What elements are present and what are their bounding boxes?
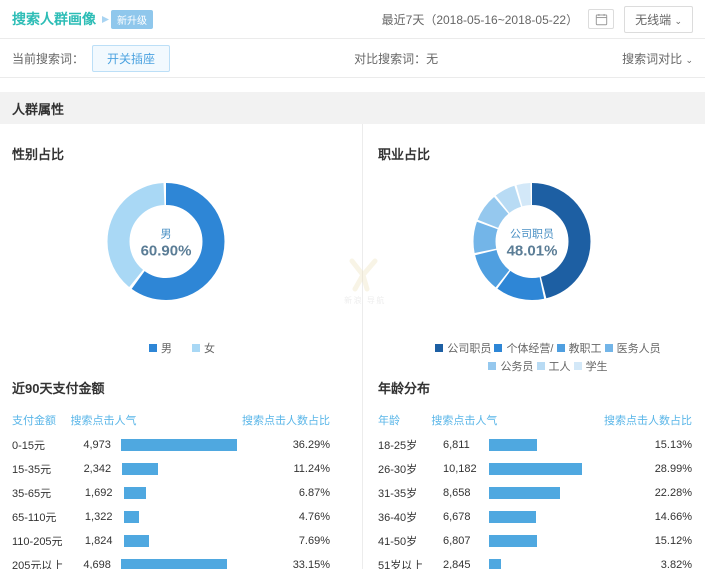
svg-text:公司职员: 公司职员 — [510, 228, 554, 241]
svg-text:男: 男 — [161, 229, 172, 241]
svg-text:48.01%: 48.01% — [507, 243, 558, 260]
svg-text:60.90%: 60.90% — [141, 243, 192, 260]
